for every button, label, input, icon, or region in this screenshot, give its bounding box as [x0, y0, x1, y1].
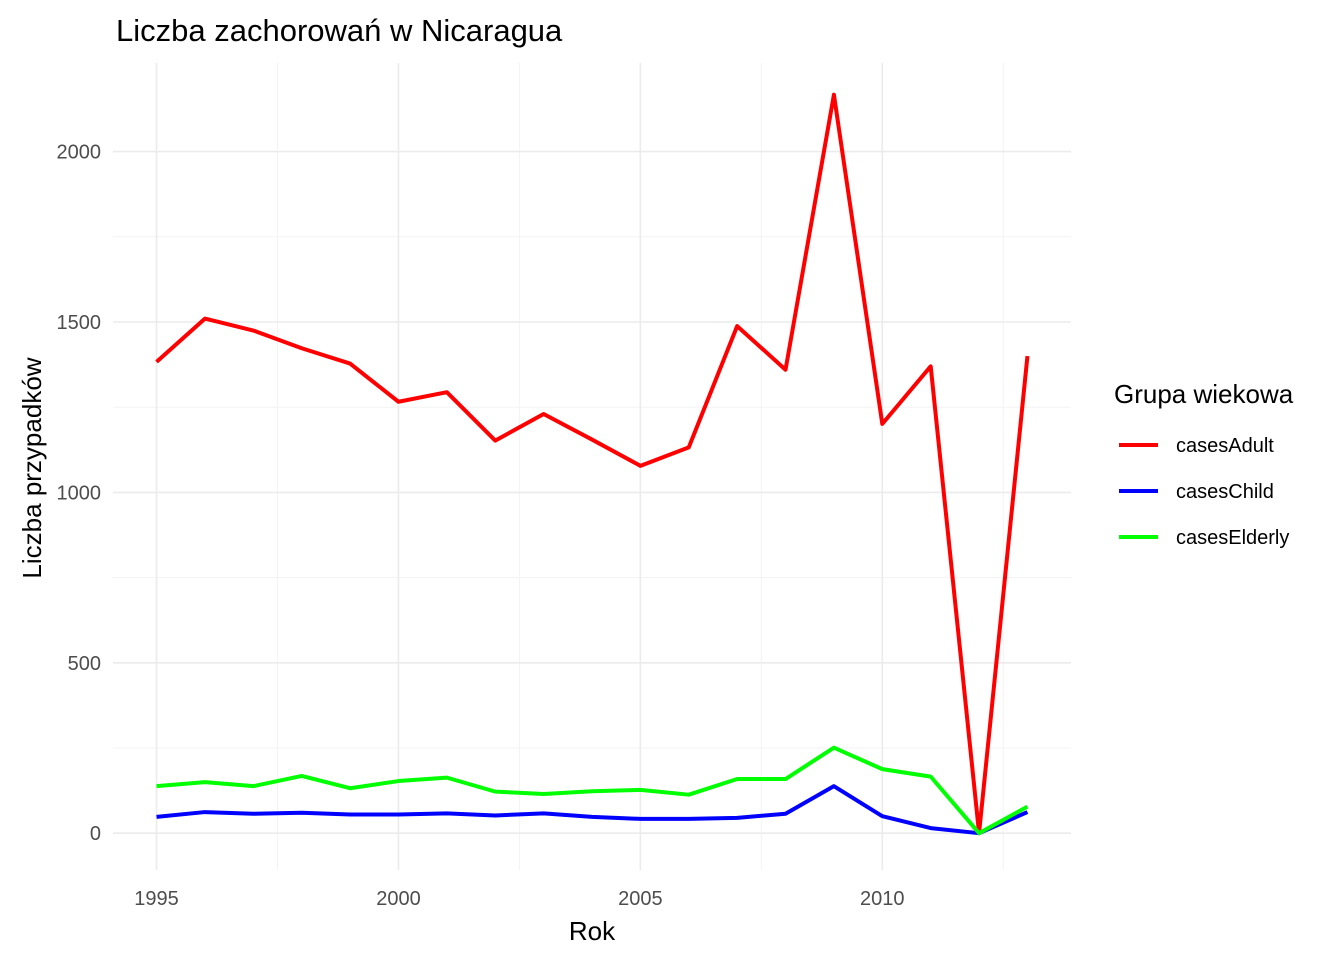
x-axis-title: Rok — [569, 916, 616, 946]
legend: Grupa wiekowa casesAdult casesChild casesE… — [1114, 379, 1294, 549]
series-line-casesChild — [156, 784, 1029, 836]
chart-title: Liczba zachorowań w Nicaragua — [116, 13, 563, 48]
legend-label-casesElderly: casesElderly — [1176, 527, 1289, 549]
series-line-casesAdult — [155, 92, 1030, 836]
grid-lines — [113, 63, 1071, 870]
y-axis-tick-labels: 0 500 1000 1500 2000 — [57, 142, 102, 846]
legend-title: Grupa wiekowa — [1114, 379, 1294, 409]
series-lines — [155, 92, 1030, 836]
x-tick-label: 2005 — [618, 888, 663, 910]
x-tick-label: 1995 — [134, 888, 179, 910]
series-line-casesElderly — [156, 745, 1029, 836]
y-tick-label: 500 — [68, 653, 101, 675]
y-axis-title: Liczba przypadków — [17, 357, 47, 578]
y-tick-label: 1500 — [57, 312, 102, 334]
y-tick-label: 1000 — [57, 482, 102, 504]
x-tick-label: 2010 — [860, 888, 905, 910]
y-tick-label: 0 — [90, 823, 101, 845]
x-tick-label: 2000 — [376, 888, 421, 910]
legend-label-casesAdult: casesAdult — [1176, 435, 1274, 457]
legend-label-casesChild: casesChild — [1176, 481, 1274, 503]
y-tick-label: 2000 — [57, 142, 102, 164]
x-axis-tick-labels: 1995 2000 2005 2010 — [134, 888, 904, 910]
